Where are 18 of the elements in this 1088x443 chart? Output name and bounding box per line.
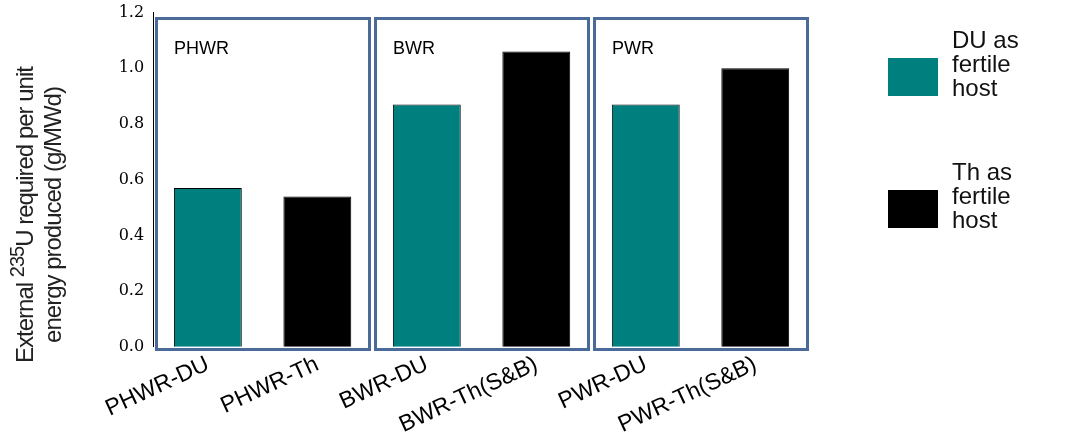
group-frame: PWR: [593, 16, 809, 351]
annotation: PWR: [612, 37, 655, 59]
y-tick-label: 0.2: [118, 280, 145, 300]
y-tick-label: 1.2: [118, 1, 145, 21]
legend-label: Th as fertile host: [952, 158, 1014, 233]
y-tick-label: 0.0: [118, 335, 145, 355]
group-frame: BWR: [374, 16, 590, 351]
bar: [283, 196, 352, 347]
annotation: BWR: [393, 37, 436, 59]
y-tick-label: 0.6: [118, 168, 145, 188]
annotation: PHWR: [174, 37, 230, 59]
y-tick-label: 0.4: [118, 224, 145, 244]
group-frame: PHWR: [155, 16, 372, 351]
bar: [502, 51, 571, 347]
legend-label: DU as fertile host: [952, 26, 1020, 101]
y-tick-label: 0.8: [118, 113, 145, 133]
y-tick-label: 1.0: [118, 57, 145, 77]
bar: [721, 68, 790, 347]
